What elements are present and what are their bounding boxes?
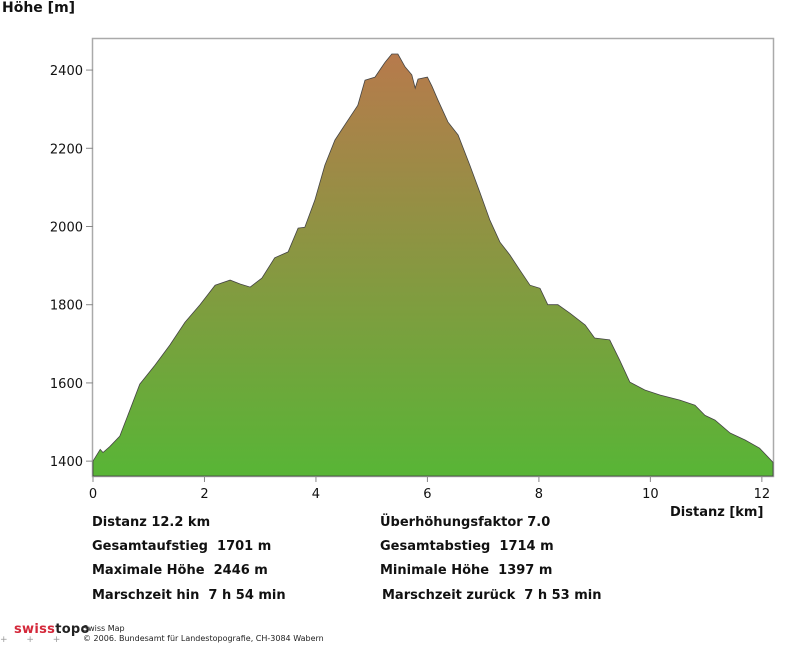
credit: Swiss Map © 2006. Bundesamt für Landesto…: [83, 624, 324, 644]
stat-aufstieg: Gesamtaufstieg 1701 m: [92, 539, 272, 554]
stat-abstieg: Gesamtabstieg 1714 m: [380, 539, 554, 554]
x-axis-title: Distanz [km]: [670, 505, 764, 520]
logo-topo: topo: [55, 622, 90, 637]
y-tick-label: 1800: [50, 299, 83, 314]
plot-frame: [91, 37, 775, 478]
logo-marks: + + +: [0, 635, 69, 645]
x-tick-label: 6: [423, 487, 431, 502]
x-tick-label: 4: [312, 487, 320, 502]
y-tick-label: 2400: [50, 64, 83, 79]
y-tick-label: 1400: [50, 455, 83, 470]
stat-ueberhoehung: Überhöhungsfaktor 7.0: [380, 515, 551, 530]
product-name: Swiss Map: [83, 624, 125, 633]
elevation-area: [92, 53, 774, 477]
y-tick-label: 2000: [50, 220, 83, 235]
x-tick-label: 12: [754, 487, 771, 502]
x-tick-label: 0: [89, 487, 97, 502]
x-tick-label: 2: [200, 487, 208, 502]
stat-hin: Marschzeit hin 7 h 54 min: [92, 588, 286, 603]
y-tick-label: 2200: [50, 142, 83, 157]
x-tick-label: 10: [642, 487, 659, 502]
swisstopo-logo: swisstopo: [14, 622, 90, 637]
stat-min: Minimale Höhe 1397 m: [380, 563, 553, 578]
y-tick-label: 1600: [50, 377, 83, 392]
stat-max: Maximale Höhe 2446 m: [92, 563, 268, 578]
y-axis-title: Höhe [m]: [2, 0, 76, 16]
logo-swiss: swiss: [14, 622, 56, 637]
x-tick-label: 8: [535, 487, 543, 502]
stat-zurueck: Marschzeit zurück 7 h 53 min: [382, 588, 602, 603]
stat-distanz: Distanz 12.2 km: [92, 515, 211, 530]
copyright: © 2006. Bundesamt für Landestopografie, …: [83, 634, 324, 643]
